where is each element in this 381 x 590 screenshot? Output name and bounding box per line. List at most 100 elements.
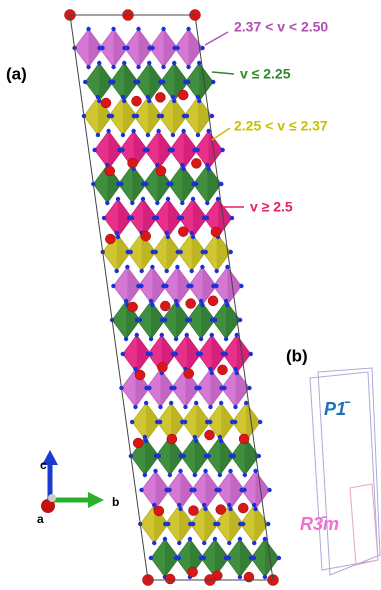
oxygen <box>253 469 257 473</box>
oxygen <box>235 333 239 337</box>
oxygen <box>166 182 170 186</box>
legend-label: v ≤ 2.25 <box>240 66 291 82</box>
lithium <box>105 166 115 176</box>
oxygen <box>152 503 156 507</box>
oxygen <box>186 284 190 288</box>
oxygen <box>166 235 170 239</box>
oxygen <box>132 114 136 118</box>
oxygen <box>177 541 181 545</box>
oxygen <box>92 148 96 152</box>
oxygen <box>105 201 109 205</box>
oxygen <box>244 401 248 405</box>
axis-triad: c b a <box>37 450 119 526</box>
oxygen <box>160 333 164 337</box>
origin <box>48 494 56 502</box>
oxygen <box>136 65 140 69</box>
lithium <box>188 567 198 577</box>
oxygen <box>154 454 158 458</box>
oxygen <box>201 250 205 254</box>
oxygen <box>196 352 200 356</box>
oxygen <box>121 95 125 99</box>
oxygen <box>206 167 210 171</box>
oxygen <box>252 503 256 507</box>
oxygen <box>133 367 137 371</box>
lithium <box>186 299 196 309</box>
oxygen <box>211 284 215 288</box>
oxygen <box>135 318 139 322</box>
lithium <box>128 302 138 312</box>
oxygen <box>143 473 147 477</box>
legend-label: 2.37 < v < 2.50 <box>234 19 328 35</box>
oxygen <box>213 537 217 541</box>
lithium <box>244 572 254 582</box>
oxygen <box>247 386 251 390</box>
lithium <box>101 98 111 108</box>
oxygen <box>152 541 156 545</box>
oxygen <box>219 401 223 405</box>
oxygen <box>151 250 155 254</box>
arrow <box>212 128 230 140</box>
oxygen <box>146 352 150 356</box>
oxygen <box>102 216 106 220</box>
phase-label: R3̄m <box>300 514 339 534</box>
oxygen <box>205 163 209 167</box>
oxygen <box>171 352 175 356</box>
oxygen <box>174 337 178 341</box>
oxygen <box>161 27 165 31</box>
lithium <box>154 506 164 516</box>
oxygen <box>196 133 200 137</box>
oxygen <box>183 80 187 84</box>
oxygen <box>176 250 180 254</box>
oxygen <box>199 556 203 560</box>
oxygen <box>185 333 189 337</box>
lithium <box>105 234 115 244</box>
oxygen <box>200 46 204 50</box>
oxygen <box>203 469 207 473</box>
oxygen <box>156 129 160 133</box>
oxygen <box>116 182 120 186</box>
oxygen <box>169 401 173 405</box>
oxygen <box>219 439 223 443</box>
oxygen <box>233 367 237 371</box>
oxygen <box>249 556 253 560</box>
oxygen <box>166 197 170 201</box>
oxygen <box>191 182 195 186</box>
oxygen <box>144 401 148 405</box>
oxygen <box>183 405 187 409</box>
oxygen <box>202 541 206 545</box>
oxygen <box>253 507 257 511</box>
oxygen <box>200 303 204 307</box>
oxygen <box>200 265 204 269</box>
oxygen <box>214 488 218 492</box>
lithium <box>205 430 215 440</box>
oxygen <box>175 265 179 269</box>
oxygen <box>188 537 192 541</box>
oxygen <box>220 148 224 152</box>
oxygen <box>97 46 101 50</box>
oxygen <box>165 231 169 235</box>
oxygen <box>178 507 182 511</box>
oxygen <box>117 148 121 152</box>
oxygen <box>186 65 190 69</box>
oxygen <box>97 61 101 65</box>
oxygen <box>136 27 140 31</box>
oxygen <box>168 473 172 477</box>
oxygen <box>181 167 185 171</box>
oxygen <box>111 65 115 69</box>
lithium <box>156 166 166 176</box>
lithium <box>217 365 227 375</box>
oxygen <box>161 65 165 69</box>
oxygen <box>130 201 134 205</box>
lithium <box>188 506 198 516</box>
lithium <box>184 369 194 379</box>
oxygen <box>188 522 192 526</box>
oxygen <box>225 265 229 269</box>
oxygen <box>174 299 178 303</box>
lithium <box>132 96 142 106</box>
oxygen <box>257 454 261 458</box>
lithium <box>133 438 143 448</box>
oxygen <box>167 148 171 152</box>
lithium <box>135 370 145 380</box>
oxygen <box>147 99 151 103</box>
oxygen <box>266 522 270 526</box>
